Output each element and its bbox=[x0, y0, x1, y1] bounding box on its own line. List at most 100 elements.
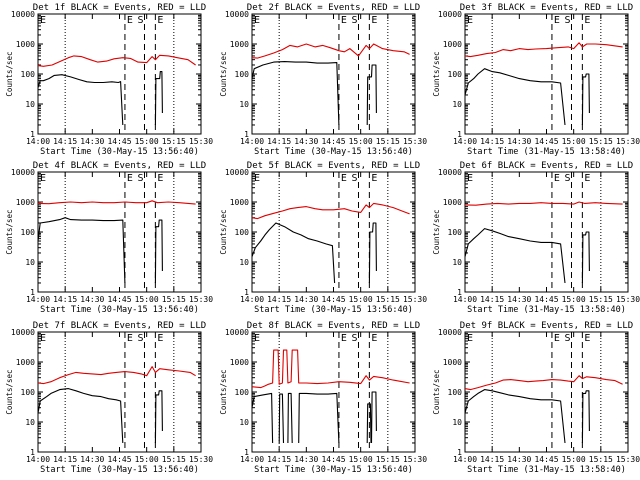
x-tick-label: 15:15 bbox=[376, 137, 400, 146]
y-tick-label: 1 bbox=[457, 448, 462, 457]
chart-panel-7: Det 7f BLACK = Events, RED = LLD 1 10 100 10… bbox=[5, 321, 213, 475]
x-axis-label: Start Time (30-May-15 13:56:40) bbox=[40, 305, 199, 315]
marker-label-s: S bbox=[137, 333, 143, 344]
marker-label-e2: E bbox=[371, 333, 377, 344]
marker-label-e2: E bbox=[584, 173, 590, 184]
y-tick-label: 1000 bbox=[443, 358, 462, 367]
y-tick-label: 1000 bbox=[230, 198, 249, 207]
series-line-lld bbox=[37, 366, 196, 385]
x-tick-label: 14:15 bbox=[53, 295, 77, 304]
y-tick-label: 100 bbox=[448, 388, 463, 397]
series-line-events bbox=[251, 391, 377, 444]
y-tick-label: 1000 bbox=[443, 198, 462, 207]
y-tick-label: 1 bbox=[30, 448, 35, 457]
x-tick-label: 14:30 bbox=[507, 455, 531, 464]
series-line-events bbox=[37, 71, 163, 126]
x-tick-label: 15:30 bbox=[403, 455, 427, 464]
x-axis-label: Start Time (30-May-15 13:56:40) bbox=[254, 147, 413, 157]
series-line-events bbox=[37, 217, 163, 284]
chart-title: Det 7f BLACK = Events, RED = LLD bbox=[33, 321, 206, 331]
x-tick-label: 15:15 bbox=[589, 295, 613, 304]
x-tick-label: 15:30 bbox=[189, 295, 213, 304]
y-tick-label: 10 bbox=[452, 258, 462, 267]
marker-label-edge: E bbox=[254, 333, 260, 344]
plot-frame bbox=[464, 171, 629, 293]
chart-panel-8: Det 8f BLACK = Events, RED = LLD 1 10 100 10… bbox=[219, 321, 427, 475]
chart-panel-4: Det 4f BLACK = Events, RED = LLD 1 10 100 10… bbox=[5, 161, 213, 315]
y-tick-label: 1000 bbox=[16, 40, 35, 49]
y-tick-label: 10 bbox=[25, 100, 35, 109]
y-axis-label: Counts/sec bbox=[432, 369, 441, 414]
x-tick-label: 15:15 bbox=[376, 295, 400, 304]
y-tick-label: 10000 bbox=[11, 168, 35, 177]
marker-label-s: S bbox=[564, 333, 570, 344]
y-tick-label: 1 bbox=[244, 448, 249, 457]
x-tick-label: 14:45 bbox=[321, 455, 345, 464]
plot-frame bbox=[37, 331, 202, 453]
x-tick-label: 14:45 bbox=[534, 295, 558, 304]
x-tick-label: 14:45 bbox=[107, 455, 131, 464]
marker-label-e2: E bbox=[584, 333, 590, 344]
chart-panel-1: Det 1f BLACK = Events, RED = LLD 1 10 100 10… bbox=[5, 3, 213, 157]
y-tick-label: 10 bbox=[25, 418, 35, 427]
y-tick-label: 10000 bbox=[225, 10, 249, 19]
y-tick-label: 100 bbox=[21, 70, 36, 79]
x-tick-label: 15:30 bbox=[403, 137, 427, 146]
marker-label-edge: E bbox=[40, 173, 46, 184]
y-tick-label: 10 bbox=[239, 100, 249, 109]
chart-title: Det 6f BLACK = Events, RED = LLD bbox=[460, 161, 633, 171]
x-axis-label: Start Time (31-May-15 13:58:40) bbox=[467, 147, 626, 157]
y-tick-label: 1 bbox=[30, 288, 35, 297]
y-tick-label: 10 bbox=[239, 418, 249, 427]
series-line-lld bbox=[251, 349, 410, 389]
series-line-events bbox=[464, 228, 590, 284]
x-tick-label: 15:00 bbox=[349, 137, 373, 146]
chart-panel-5: Det 5f BLACK = Events, RED = LLD 1 10 100 10… bbox=[219, 161, 427, 315]
series-line-events bbox=[464, 68, 590, 126]
marker-label-edge: E bbox=[254, 173, 260, 184]
marker-label-e2: E bbox=[584, 15, 590, 26]
y-tick-label: 1 bbox=[457, 130, 462, 139]
y-tick-label: 100 bbox=[235, 228, 250, 237]
plot-frame bbox=[37, 13, 202, 135]
x-axis-label: Start Time (30-May-15 13:56:40) bbox=[254, 465, 413, 475]
x-tick-label: 15:00 bbox=[562, 137, 586, 146]
y-tick-label: 100 bbox=[21, 388, 36, 397]
x-tick-label: 14:30 bbox=[294, 137, 318, 146]
marker-label-e1: E bbox=[554, 333, 560, 344]
x-tick-label: 14:00 bbox=[26, 137, 50, 146]
x-tick-label: 14:15 bbox=[267, 455, 291, 464]
x-tick-label: 15:30 bbox=[189, 455, 213, 464]
x-tick-label: 14:45 bbox=[534, 455, 558, 464]
x-tick-label: 15:30 bbox=[616, 455, 640, 464]
series-line-lld bbox=[464, 375, 623, 391]
y-tick-label: 100 bbox=[235, 70, 250, 79]
marker-label-s: S bbox=[351, 15, 357, 26]
x-tick-label: 15:30 bbox=[189, 137, 213, 146]
x-tick-label: 14:00 bbox=[453, 455, 477, 464]
marker-label-edge: E bbox=[40, 15, 46, 26]
y-tick-label: 10 bbox=[452, 100, 462, 109]
marker-label-s: S bbox=[564, 15, 570, 26]
y-axis-label: Counts/sec bbox=[219, 51, 228, 96]
x-tick-label: 14:00 bbox=[26, 455, 50, 464]
series-line-events bbox=[251, 61, 377, 126]
marker-label-e2: E bbox=[157, 173, 163, 184]
marker-label-e1: E bbox=[554, 173, 560, 184]
y-tick-label: 1000 bbox=[230, 40, 249, 49]
x-tick-label: 14:15 bbox=[480, 295, 504, 304]
x-tick-label: 15:00 bbox=[562, 455, 586, 464]
x-tick-label: 14:00 bbox=[26, 295, 50, 304]
marker-label-e2: E bbox=[371, 15, 377, 26]
series-line-lld bbox=[251, 202, 410, 220]
y-tick-label: 1 bbox=[457, 288, 462, 297]
y-tick-label: 10 bbox=[25, 258, 35, 267]
chart-title: Det 9f BLACK = Events, RED = LLD bbox=[460, 321, 633, 331]
x-tick-label: 14:30 bbox=[507, 137, 531, 146]
x-tick-label: 14:45 bbox=[321, 137, 345, 146]
x-tick-label: 14:15 bbox=[53, 455, 77, 464]
y-tick-label: 1 bbox=[30, 130, 35, 139]
chart-panel-3: Det 3f BLACK = Events, RED = LLD 1 10 100 10… bbox=[432, 3, 640, 157]
chart-title: Det 3f BLACK = Events, RED = LLD bbox=[460, 3, 633, 13]
chart-title: Det 1f BLACK = Events, RED = LLD bbox=[33, 3, 206, 13]
